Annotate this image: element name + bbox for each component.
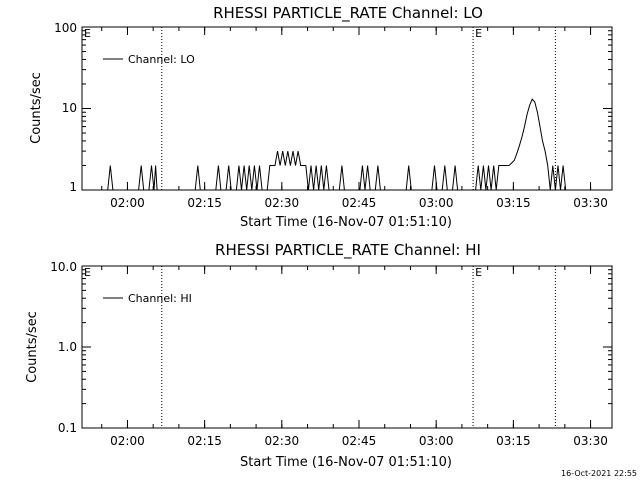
- hi-chart-title: RHESSI PARTICLE_RATE Channel: HI: [215, 241, 481, 260]
- lo-x-axis-label: Start Time (16-Nov-07 01:51:10): [240, 215, 452, 230]
- hi-y-axis-label: Counts/sec: [25, 311, 40, 383]
- hi-y-tick-label-10.0: 10.0: [50, 260, 77, 274]
- lo-x-tick-label: 03:00: [419, 196, 454, 210]
- lo-chart-title: RHESSI PARTICLE_RATE Channel: LO: [213, 4, 483, 23]
- hi-panel: RHESSI PARTICLE_RATE Channel: HI Counts/…: [25, 241, 613, 470]
- lo-x-tick-label: 02:45: [342, 196, 377, 210]
- hi-y-tick-label-1.0: 1.0: [58, 340, 77, 354]
- lo-x-tick-label: 03:15: [496, 196, 531, 210]
- footer-timestamp: 16-Oct-2021 22:55: [561, 469, 637, 478]
- lo-panel: RHESSI PARTICLE_RATE Channel: LO Counts/…: [29, 4, 613, 230]
- lo-y-tick-label-100: 100: [54, 21, 77, 35]
- lo-e-marker: E: [84, 27, 91, 40]
- hi-x-tick-label: 03:00: [419, 434, 454, 448]
- lo-axis-ticks: 02:00 02:15 02:30 02:45 03:00 03:15 03:30: [82, 27, 612, 210]
- lo-y-tick-label-10: 10: [62, 101, 77, 115]
- hi-x-tick-label: 03:15: [496, 434, 531, 448]
- lo-legend-label: Channel: LO: [128, 53, 195, 66]
- hi-y-tick-label-0.1: 0.1: [58, 421, 77, 435]
- lo-y-tick-label-1: 1: [69, 180, 77, 194]
- lo-x-tick-label: 02:15: [187, 196, 222, 210]
- lo-series-line: [82, 98, 567, 191]
- lo-e-marker: E: [475, 27, 482, 40]
- hi-e-marker: E: [84, 266, 91, 279]
- lo-x-tick-label: 03:30: [573, 196, 608, 210]
- hi-axis-ticks: 02:00 02:15 02:30 02:45 03:00 03:15 03:30: [82, 266, 612, 448]
- hi-x-tick-label: 02:30: [265, 434, 300, 448]
- hi-legend-label: Channel: HI: [128, 292, 192, 305]
- lo-x-tick-label: 02:30: [265, 196, 300, 210]
- hi-x-axis-label: Start Time (16-Nov-07 01:51:10): [240, 455, 452, 470]
- lo-y-axis-label: Counts/sec: [29, 72, 44, 144]
- hi-x-tick-label: 02:45: [342, 434, 377, 448]
- hi-x-tick-label: 03:30: [573, 434, 608, 448]
- lo-x-tick-label: 02:00: [110, 196, 145, 210]
- hi-e-marker: E: [475, 266, 482, 279]
- hi-x-tick-label: 02:15: [187, 434, 222, 448]
- hi-x-tick-label: 02:00: [110, 434, 145, 448]
